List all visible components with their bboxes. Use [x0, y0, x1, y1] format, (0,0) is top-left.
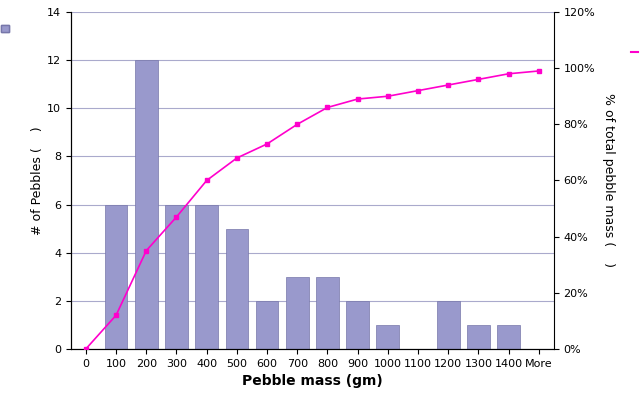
Bar	[225, 229, 248, 349]
Bar	[316, 277, 339, 349]
Bar	[437, 301, 460, 349]
Bar	[195, 205, 218, 349]
Bar	[135, 60, 158, 349]
Legend: 	[1, 24, 8, 34]
Bar	[346, 301, 369, 349]
Bar	[467, 325, 489, 349]
Bar	[497, 325, 520, 349]
Y-axis label: % of total pebble mass (    ): % of total pebble mass ( )	[601, 93, 615, 267]
Bar	[377, 325, 399, 349]
X-axis label: Pebble mass (gm): Pebble mass (gm)	[242, 374, 383, 388]
Bar	[105, 205, 128, 349]
Legend: 	[630, 47, 638, 57]
Bar	[286, 277, 308, 349]
Bar	[165, 205, 188, 349]
Bar	[256, 301, 278, 349]
Y-axis label: # of Pebbles (    ): # of Pebbles ( )	[31, 126, 44, 235]
